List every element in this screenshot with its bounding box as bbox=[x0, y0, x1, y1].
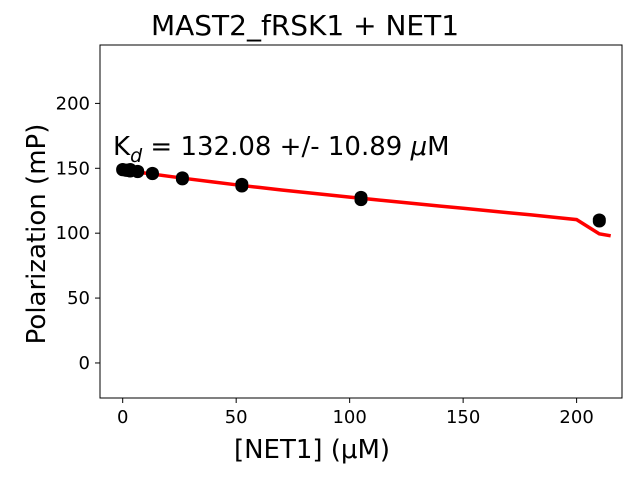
fit-layer bbox=[122, 168, 612, 238]
x-axis: 0 50 100 150 200 bbox=[117, 398, 594, 428]
plot-frame bbox=[99, 44, 623, 399]
data-point bbox=[354, 190, 368, 203]
chart-title: MAST2_fRSK1 + NET1 bbox=[151, 9, 459, 42]
x-tick-label: 50 bbox=[225, 407, 248, 428]
x-tick-label: 150 bbox=[446, 407, 480, 428]
y-tick-label: 0 bbox=[79, 353, 90, 374]
kd-prefix: K bbox=[113, 132, 131, 162]
kd-subscript: d bbox=[130, 145, 143, 167]
data-point bbox=[145, 166, 159, 179]
plot-area bbox=[99, 44, 623, 399]
x-tick-label: 100 bbox=[332, 407, 366, 428]
y-tick-label: 150 bbox=[56, 158, 90, 179]
y-tick-label: 100 bbox=[56, 223, 90, 244]
data-point bbox=[235, 177, 249, 190]
kd-annotation: Kd = 132.08 +/- 10.89 μM bbox=[113, 132, 450, 167]
data-point bbox=[131, 164, 145, 177]
kd-value: = 132.08 +/- 10.89 bbox=[142, 132, 410, 162]
points-layer bbox=[116, 162, 606, 228]
data-point bbox=[175, 171, 189, 184]
data-point bbox=[592, 213, 606, 226]
x-axis-label: [NET1] (μM) bbox=[234, 435, 390, 465]
x-tick-label: 0 bbox=[117, 407, 128, 428]
y-tick-label: 200 bbox=[56, 93, 90, 114]
kd-mu: μ bbox=[410, 132, 428, 162]
y-axis: 0 50 100 150 200 bbox=[56, 93, 100, 374]
x-tick-label: 200 bbox=[559, 407, 593, 428]
y-tick-label: 50 bbox=[67, 288, 90, 309]
y-axis-label: Polarization (mP) bbox=[22, 124, 52, 345]
kd-unit: M bbox=[427, 132, 449, 162]
fit-curve bbox=[122, 168, 612, 238]
